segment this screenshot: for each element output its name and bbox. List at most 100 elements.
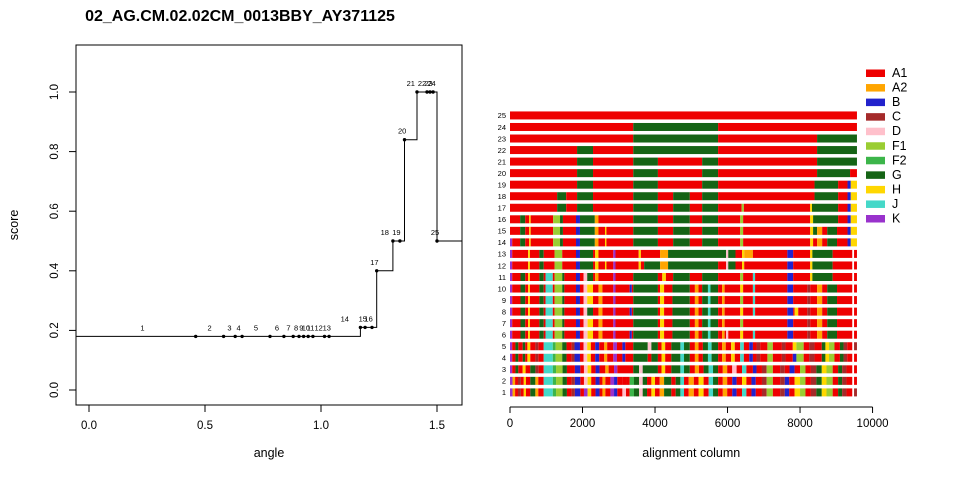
bar-row: 10 (498, 284, 857, 293)
bar-segment (664, 376, 672, 385)
bar-segment (593, 319, 599, 328)
bar-segment (702, 192, 719, 201)
bar-segment (793, 261, 811, 270)
bar-segment (842, 365, 847, 374)
bar-segment (698, 296, 703, 305)
bar-segment (583, 342, 588, 351)
bar-segment (535, 365, 539, 374)
bar-segment (615, 319, 634, 328)
bar-segment (672, 330, 690, 339)
bar-segment (510, 146, 578, 155)
bar-segment (575, 330, 580, 339)
bar-segment (850, 215, 857, 224)
row-label: 11 (498, 273, 506, 282)
bar-segment (545, 296, 553, 305)
bar-segment (787, 296, 794, 305)
bar-segment (575, 273, 580, 281)
bar-segment (671, 376, 676, 385)
data-point (415, 90, 419, 94)
bar-segment (530, 353, 536, 362)
bar-segment (657, 157, 703, 166)
bar-segment (854, 365, 857, 374)
bar-segment (512, 238, 521, 247)
bar-segment (591, 376, 596, 385)
bar-segment (846, 365, 853, 374)
bar-segment (760, 353, 768, 362)
bar-segment (633, 203, 658, 212)
bar-segment (522, 342, 526, 351)
bar-segment (510, 319, 513, 328)
bar-segment (805, 376, 811, 385)
bar-segment (742, 261, 745, 270)
bar-segment (562, 307, 565, 316)
y-tick-label: 0.2 (49, 322, 61, 338)
bar-segment (722, 330, 725, 339)
bar-segment (587, 376, 592, 385)
bar-segment (752, 353, 757, 362)
legend-label: F2 (892, 153, 907, 167)
bar-segment (598, 226, 605, 235)
bar-segment (545, 284, 553, 293)
bar-segment (822, 238, 828, 247)
bar-segment (854, 330, 857, 339)
legend-item: K (866, 212, 901, 226)
bar-segment (728, 261, 736, 270)
bar-segment (689, 215, 703, 224)
bar-segment (525, 342, 528, 351)
legend-swatch (866, 156, 885, 165)
bar-segment (702, 353, 708, 362)
bar-segment (510, 330, 513, 339)
bar-segment (657, 203, 674, 212)
bar-segment (613, 307, 616, 316)
bar-segment (847, 238, 851, 247)
bar-segment (698, 330, 703, 339)
bar-segment (529, 215, 531, 224)
bar-segment (710, 296, 719, 305)
bar-segment (817, 330, 823, 339)
bar-segment (843, 342, 848, 351)
bar-segment (615, 307, 630, 316)
row-label: 4 (502, 354, 506, 363)
bar-row: 11 (498, 273, 857, 282)
bar-segment (736, 388, 743, 397)
bar-segment (850, 180, 857, 189)
bar-segment (832, 261, 853, 270)
bar-segment (640, 249, 661, 258)
legend-label: C (892, 110, 901, 124)
bar-segment (574, 342, 580, 351)
bar-segment (793, 330, 808, 339)
bar-row: 12 (498, 261, 857, 270)
bar-segment (631, 307, 634, 316)
bar-segment (657, 169, 703, 178)
bar-segment (742, 376, 747, 385)
bar-segment (607, 353, 614, 362)
bar-segment (529, 284, 540, 293)
y-tick-label: 0.8 (49, 144, 61, 160)
legend-swatch (866, 185, 885, 194)
bar-segment (591, 388, 596, 397)
bar-segment (523, 388, 526, 397)
legend-label: D (892, 124, 901, 138)
bar-segment (587, 284, 594, 293)
bar-segment (838, 376, 843, 385)
bar-segment (672, 296, 690, 305)
bar-segment (639, 376, 643, 385)
bar-segment (752, 307, 756, 316)
bar-segment (633, 307, 658, 316)
bar-segment (689, 296, 695, 305)
bar-segment (736, 365, 743, 374)
bar-segment (605, 376, 611, 385)
bar-segment (718, 169, 818, 178)
bar-segment (718, 146, 818, 155)
bar-segment (702, 169, 719, 178)
bar-segment (708, 376, 714, 385)
bar-segment (832, 388, 839, 397)
bar-segment (556, 365, 563, 374)
legend-swatch (866, 215, 885, 223)
bar-segment (520, 296, 526, 305)
bar-segment (633, 388, 640, 397)
bar-segment (562, 238, 576, 247)
bar-segment (727, 388, 733, 397)
bar-segment (707, 319, 711, 328)
row-label: 16 (498, 215, 506, 224)
